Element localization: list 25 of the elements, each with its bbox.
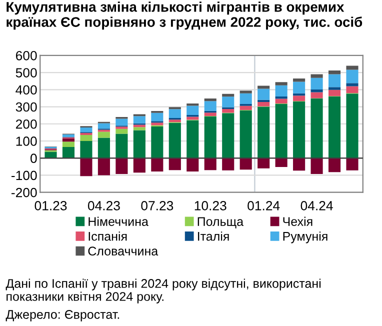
x-tick-label: 07.23	[141, 201, 174, 210]
legend-label: Чехія	[283, 216, 312, 226]
legend-label: Словаччина	[88, 246, 158, 256]
text: Дані по Іспанії у травні 2024 року відсутні, використані показники квітня 2024 року.	[6, 278, 321, 304]
y-tick-label: 200	[16, 119, 37, 129]
y-tick-label: 400	[16, 85, 37, 95]
x-tick-label: 10.23	[194, 201, 226, 210]
legend-label: Румунія	[283, 232, 328, 244]
x-tick-label: 04.24	[300, 201, 333, 210]
x-tick-label: 01.23	[34, 201, 67, 210]
y-tick-label: 500	[16, 68, 37, 78]
y-tick-label: 600	[16, 50, 37, 60]
y-tick-label: 100	[16, 136, 37, 146]
y-tick-label: -200	[12, 188, 37, 198]
y-tick-label: -100	[12, 170, 37, 180]
x-tick-label: 01.24	[248, 201, 280, 210]
legend-label: Німеччина	[88, 216, 148, 226]
chart-title: Кумулятивна зміна кількості мігрантів в окремих країнах ЄС порівняно з груднем 2022 року, тис. осіб	[6, 2, 362, 30]
legend-label: Польща	[198, 217, 244, 228]
y-tick-label: 300	[16, 102, 37, 112]
y-tick-label: 0	[30, 154, 37, 164]
text: Джерело: Євростат.	[6, 310, 120, 322]
legend-label: Італія	[198, 232, 229, 241]
x-tick-label: 04.23	[88, 201, 120, 210]
legend-label: Іспанія	[88, 232, 127, 241]
